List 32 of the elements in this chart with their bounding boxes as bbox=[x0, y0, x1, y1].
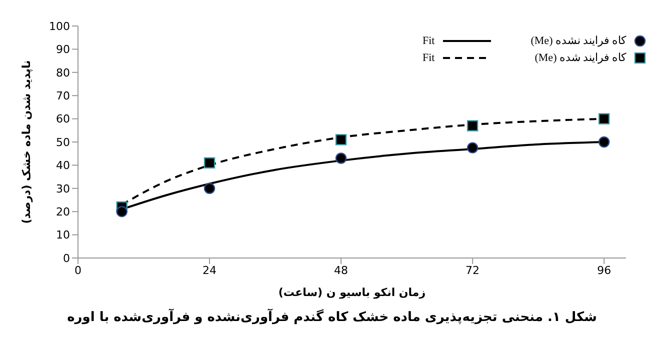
point bbox=[466, 142, 478, 154]
y-tick-label: 40 bbox=[56, 159, 70, 172]
y-axis-title: ناپدید شدن ماده خشک (درصد) bbox=[20, 60, 33, 224]
point bbox=[335, 134, 347, 146]
y-tick-label: 100 bbox=[49, 20, 70, 33]
legend-label: کاه فرایند نشده (Me) bbox=[530, 34, 626, 47]
point bbox=[598, 136, 610, 148]
x-tick-label: 96 bbox=[597, 264, 612, 277]
x-tick-label: 24 bbox=[202, 264, 217, 277]
legend-label: کاه فرایند شده (Me) bbox=[534, 51, 626, 64]
point bbox=[204, 157, 216, 168]
y-tick-label: 0 bbox=[63, 252, 70, 265]
y-tick-label: 70 bbox=[56, 90, 70, 103]
y-tick-label: 50 bbox=[56, 136, 70, 149]
x-tick-label: 72 bbox=[466, 264, 480, 277]
y-tick-label: 80 bbox=[56, 66, 70, 80]
y-tick-label: 90 bbox=[56, 43, 70, 56]
text: شکل ۱. منحنی تجزیه‌پذیری ماده خشک کاه گندم فرآوری‌نشده و فرآوری‌شده با اوره bbox=[66, 310, 598, 325]
y-tick-label: 60 bbox=[56, 112, 70, 126]
x-tick-label: 0 bbox=[74, 264, 82, 277]
x-tick-label: 48 bbox=[334, 264, 348, 277]
point bbox=[204, 182, 216, 194]
y-tick-label: 30 bbox=[56, 182, 70, 196]
y-tick-label: 10 bbox=[56, 228, 70, 242]
point bbox=[116, 206, 128, 218]
legend-label: Fit bbox=[422, 34, 435, 46]
legend-label: Fit bbox=[422, 52, 435, 64]
point bbox=[598, 113, 610, 124]
x-axis-title: زمان انکو باسیو ن (ساعت) bbox=[278, 286, 426, 299]
point bbox=[335, 152, 347, 164]
y-tick-label: 20 bbox=[56, 206, 70, 219]
point bbox=[466, 120, 478, 132]
